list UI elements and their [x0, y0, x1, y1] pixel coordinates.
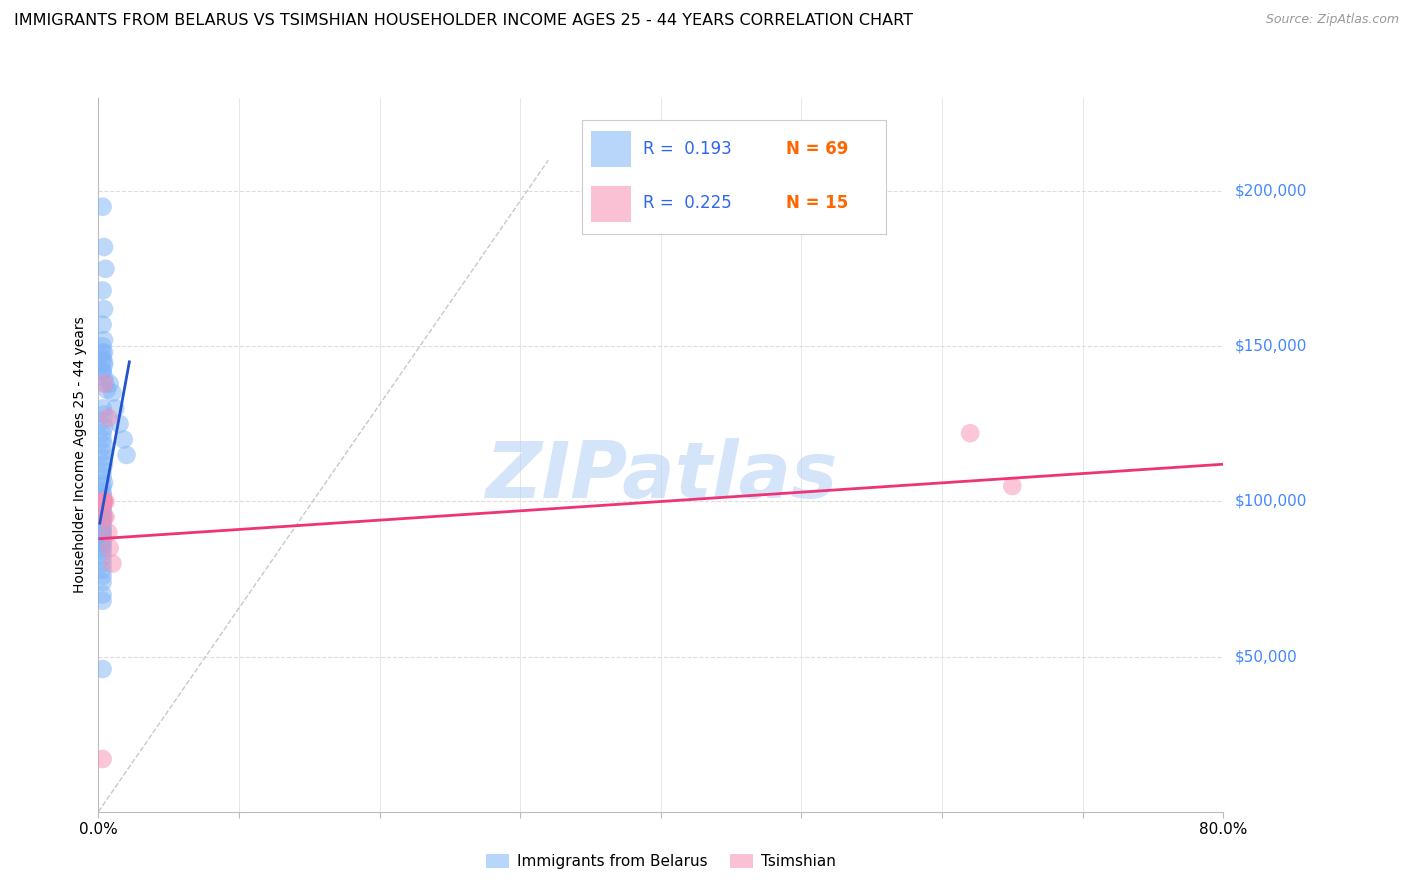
Point: [94, 376, 117, 391]
Point: [91, 557, 114, 571]
Point: [91, 491, 114, 506]
Point: [91, 519, 114, 533]
Point: [94, 510, 117, 524]
Text: Source: ZipAtlas.com: Source: ZipAtlas.com: [1265, 13, 1399, 27]
Point: [91, 513, 114, 527]
Point: [91, 494, 114, 508]
Point: [91, 500, 114, 515]
Point: [91, 494, 114, 508]
Point: [91, 498, 114, 512]
Point: [91, 200, 114, 214]
Point: [91, 364, 114, 378]
Point: [91, 479, 114, 493]
Point: [93, 475, 115, 490]
Point: [97, 525, 120, 540]
Point: [91, 339, 114, 353]
Point: [93, 376, 115, 391]
Y-axis label: Householder Income Ages 25 - 44 years: Householder Income Ages 25 - 44 years: [73, 317, 87, 593]
Point: [91, 485, 114, 500]
Text: $150,000: $150,000: [1234, 339, 1306, 354]
Point: [93, 439, 115, 453]
Point: [91, 414, 114, 428]
Point: [115, 448, 138, 462]
Point: [98, 541, 121, 555]
Point: [91, 752, 114, 766]
Point: [101, 385, 124, 400]
Point: [91, 525, 114, 540]
Point: [94, 261, 117, 276]
Point: [91, 528, 114, 542]
Point: [91, 433, 114, 447]
Point: [93, 345, 115, 359]
Point: [91, 541, 114, 555]
Point: [91, 510, 114, 524]
Point: [93, 420, 115, 434]
Point: [91, 445, 114, 459]
Point: [97, 410, 120, 425]
Point: [91, 522, 114, 536]
Point: [959, 426, 981, 441]
Point: [91, 463, 114, 477]
Point: [91, 534, 114, 549]
Point: [93, 494, 115, 508]
Point: [91, 538, 114, 552]
Legend: Immigrants from Belarus, Tsimshian: Immigrants from Belarus, Tsimshian: [479, 848, 842, 875]
Text: $50,000: $50,000: [1234, 649, 1298, 664]
Point: [91, 364, 114, 378]
Point: [91, 488, 114, 502]
Point: [91, 284, 114, 298]
Point: [91, 525, 114, 540]
Point: [91, 450, 114, 465]
Text: IMMIGRANTS FROM BELARUS VS TSIMSHIAN HOUSEHOLDER INCOME AGES 25 - 44 YEARS CORRE: IMMIGRANTS FROM BELARUS VS TSIMSHIAN HOU…: [14, 13, 912, 29]
Text: ZIPatlas: ZIPatlas: [485, 438, 837, 515]
Point: [93, 494, 115, 508]
Point: [91, 569, 114, 583]
Point: [108, 417, 131, 431]
Point: [112, 433, 135, 447]
Point: [91, 318, 114, 332]
Text: $100,000: $100,000: [1234, 494, 1306, 509]
Point: [91, 426, 114, 441]
Point: [91, 662, 114, 676]
Point: [91, 588, 114, 602]
Point: [91, 401, 114, 416]
Point: [93, 333, 115, 347]
Point: [91, 575, 114, 590]
Text: $200,000: $200,000: [1234, 184, 1306, 199]
Point: [91, 494, 114, 508]
Point: [91, 516, 114, 531]
Point: [91, 345, 114, 359]
Point: [93, 457, 115, 471]
Point: [96, 383, 118, 397]
Point: [91, 593, 114, 607]
Point: [93, 240, 115, 254]
Point: [104, 401, 127, 416]
Point: [93, 408, 115, 422]
Point: [91, 351, 114, 366]
Point: [91, 469, 114, 483]
Point: [94, 494, 117, 508]
Point: [93, 358, 115, 372]
Point: [93, 355, 115, 369]
Point: [101, 557, 124, 571]
Point: [91, 494, 114, 508]
Point: [91, 563, 114, 577]
Point: [91, 544, 114, 558]
Point: [91, 507, 114, 521]
Point: [91, 494, 114, 508]
Point: [91, 504, 114, 518]
Point: [1001, 479, 1024, 493]
Point: [98, 376, 121, 391]
Point: [91, 550, 114, 565]
Point: [93, 510, 115, 524]
Point: [93, 370, 115, 384]
Point: [91, 532, 114, 546]
Point: [93, 302, 115, 317]
